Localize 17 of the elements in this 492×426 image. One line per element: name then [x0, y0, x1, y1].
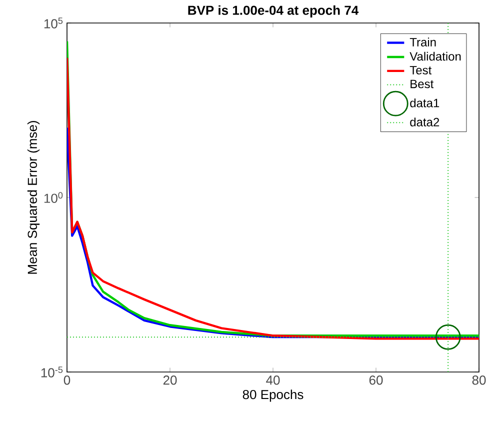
y-tick-label: 10$^{-5}$ — [41, 366, 63, 378]
x-tick-label: 40 — [266, 376, 280, 385]
x-axis-title: 80 Epochs — [242, 390, 304, 402]
y-tick-label: 10$^{0}$ — [44, 192, 63, 203]
y-tick-label: 10$^{5}$ — [44, 18, 63, 28]
legend-label: Validation — [410, 52, 461, 61]
x-tick-label: 20 — [163, 376, 177, 385]
legend-label: Best — [410, 80, 434, 88]
x-tick-label: 0 — [64, 376, 70, 385]
legend-label: Train — [410, 38, 436, 46]
legend-label: data1 — [410, 98, 440, 108]
x-tick-label: 80 — [472, 376, 486, 385]
legend-label: Test — [410, 66, 432, 74]
x-tick-label: 60 — [369, 376, 383, 385]
ref-line-label: data2 — [410, 118, 440, 126]
chart-title: BVP is 1.00e-04 at epoch 74 — [188, 5, 359, 18]
y-axis-title: Mean Squared Error (mse) — [27, 121, 40, 274]
